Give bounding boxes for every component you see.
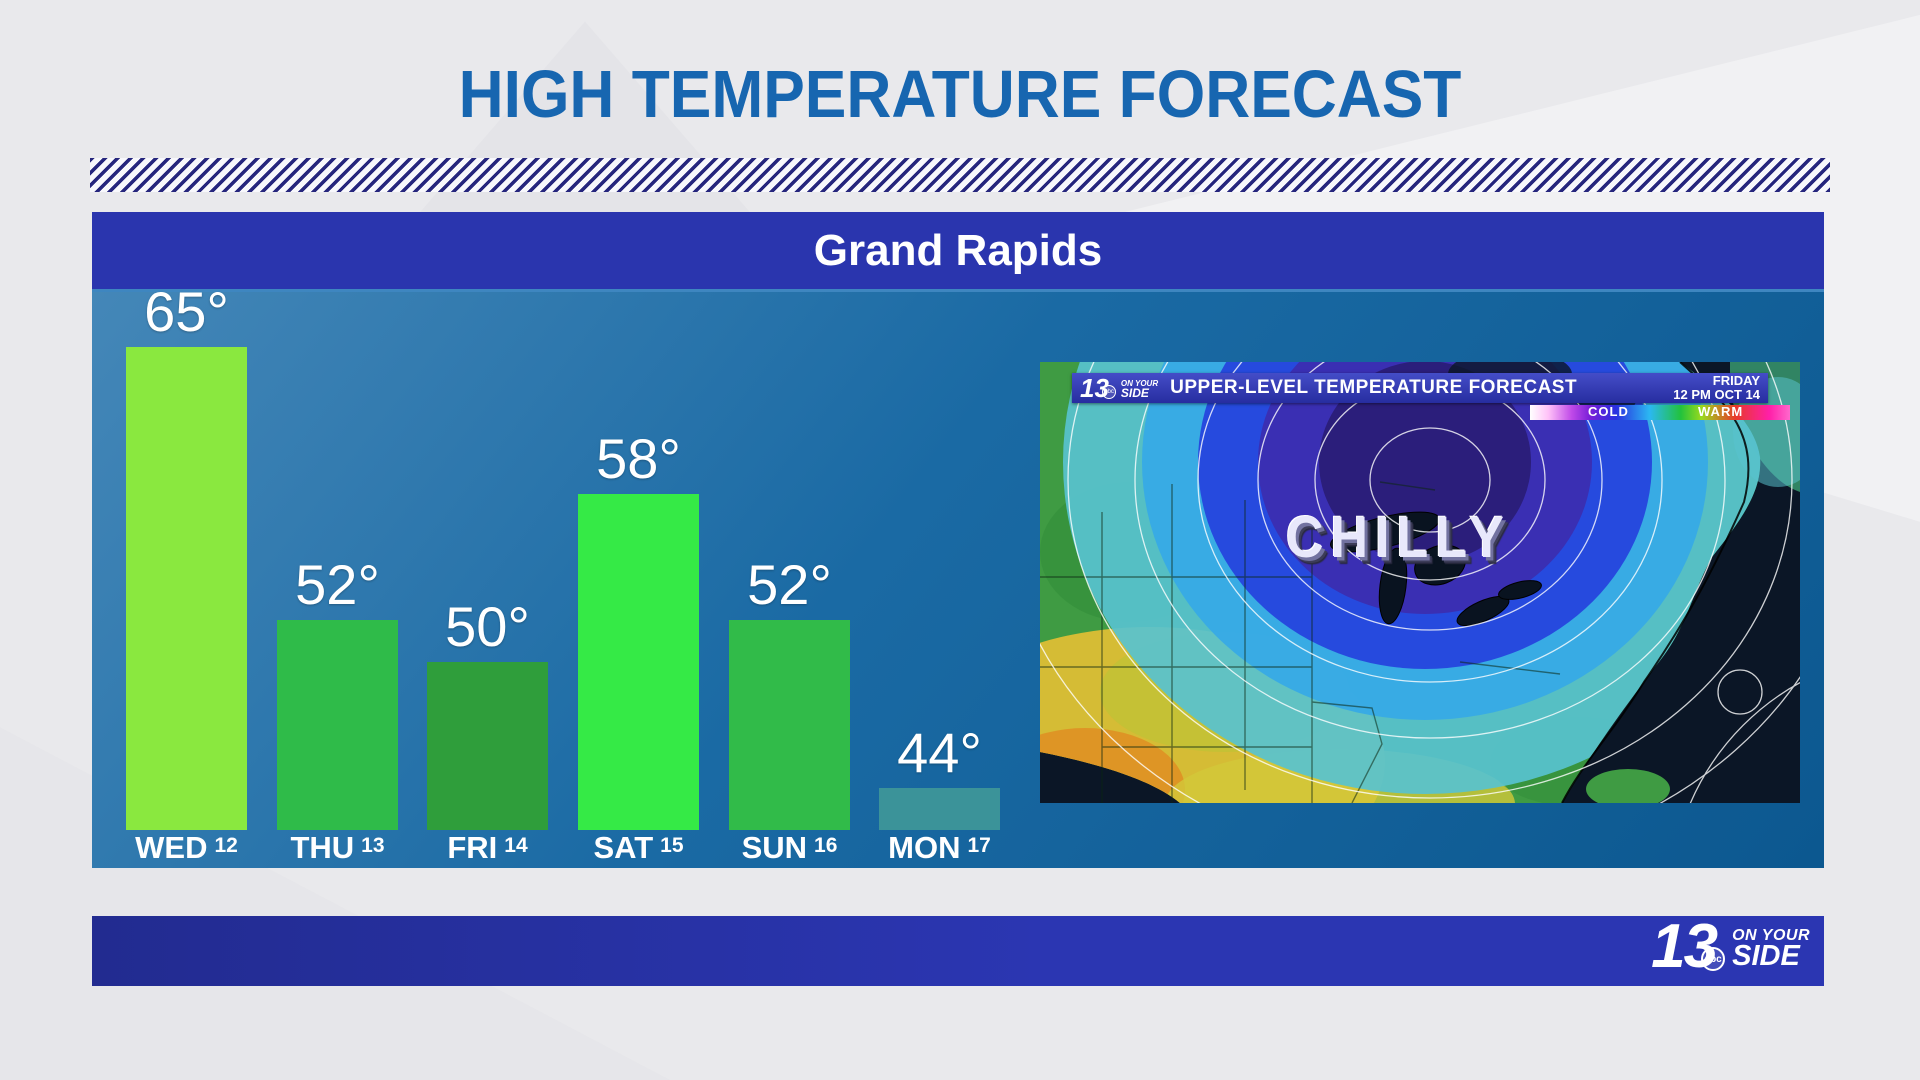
weather-map-inset: 13 abc ON YOUR SIDE UPPER-LEVEL TEMPERAT… [1040, 362, 1800, 803]
map-valid-time: FRIDAY 12 PM OCT 14 [1673, 372, 1760, 403]
brand-tagline: ON YOUR SIDE [1120, 379, 1159, 400]
temp-value-label: 65° [144, 280, 229, 343]
abc-network-icon: abc [1102, 385, 1116, 400]
map-title: UPPER-LEVEL TEMPERATURE FORECAST [1170, 377, 1578, 398]
abc-network-icon: abc [1701, 947, 1726, 972]
map-layers [1040, 362, 1800, 803]
valid-day: FRIDAY [1712, 372, 1760, 388]
temp-bar [277, 620, 398, 830]
station-logo-footer: 13 abc ON YOUR SIDE [1651, 915, 1810, 977]
brand-tagline: ON YOUR SIDE [1732, 927, 1810, 973]
day-label: THU 13 [290, 830, 385, 865]
footer-bar: 13 abc ON YOUR SIDE [92, 915, 1824, 986]
forecast-panel: Grand Rapids 65° 52° 50° 58° 52° [92, 212, 1824, 868]
bar-column-sun: 52° [729, 557, 850, 830]
temperature-scale: COLD WARM [1530, 404, 1790, 420]
temp-value-label: 44° [897, 721, 982, 784]
temp-bar [879, 788, 1000, 830]
bar-column-thu: 52° [277, 557, 398, 830]
city-label: Grand Rapids [813, 225, 1103, 275]
chilly-annotation: CHILLY [1286, 505, 1511, 571]
panel-header: Grand Rapids [92, 212, 1824, 292]
temperature-map-graphic [1040, 362, 1800, 803]
day-label: FRI 14 [447, 830, 528, 865]
bar-column-fri: 50° [427, 599, 548, 830]
temp-value-label: 52° [747, 553, 832, 616]
great-lakes [1330, 511, 1542, 627]
page-title: HIGH TEMPERATURE FORECAST [458, 57, 1462, 132]
bar-column-sat: 58° [578, 431, 699, 830]
state-borders [1040, 481, 1561, 803]
cold-label: COLD [1588, 404, 1629, 419]
temp-value-label: 50° [445, 595, 530, 658]
temp-bar [729, 620, 850, 830]
valid-time: 12 PM OCT 14 [1673, 387, 1760, 402]
temp-bar [578, 494, 699, 830]
day-label: SUN 16 [741, 830, 838, 865]
bar-column-mon: 44° [879, 725, 1000, 830]
hatch-divider [90, 158, 1830, 192]
temp-value-label: 58° [596, 427, 681, 490]
bar-column-wed: 65° [126, 284, 247, 830]
temp-value-label: 52° [295, 553, 380, 616]
day-label: WED 12 [135, 830, 238, 865]
map-header-bar: 13 abc ON YOUR SIDE UPPER-LEVEL TEMPERAT… [1072, 373, 1768, 403]
day-label: SAT 15 [593, 830, 684, 865]
temp-bar [427, 662, 548, 830]
warm-label: WARM [1698, 404, 1744, 419]
station-logo: 13 abc ON YOUR SIDE [1080, 375, 1159, 401]
temp-bar [126, 347, 247, 830]
day-label: MON 17 [888, 830, 991, 865]
